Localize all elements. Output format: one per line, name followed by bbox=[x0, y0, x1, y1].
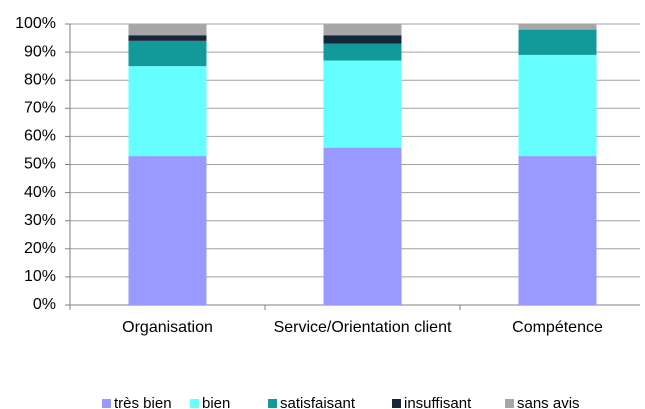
legend-label: bien bbox=[202, 395, 230, 409]
y-tick-label: 30% bbox=[24, 212, 56, 229]
bar-segment bbox=[128, 156, 207, 305]
y-tick-label: 0% bbox=[33, 296, 56, 313]
bar-segment bbox=[323, 35, 402, 44]
bar-segment bbox=[323, 24, 402, 36]
legend-swatch bbox=[190, 399, 199, 408]
legend-swatch bbox=[392, 399, 401, 408]
y-tick-label: 10% bbox=[24, 268, 56, 285]
y-tick-label: 80% bbox=[24, 71, 56, 88]
legend-label: satisfaisant bbox=[280, 395, 356, 409]
bar-segment bbox=[518, 24, 597, 30]
bar-segment bbox=[323, 43, 402, 61]
y-tick-label: 40% bbox=[24, 184, 56, 201]
legend-label: insuffisant bbox=[404, 395, 472, 409]
x-tick-label: Compétence bbox=[512, 319, 603, 336]
y-tick-label: 50% bbox=[24, 156, 56, 173]
legend-label: sans avis bbox=[517, 395, 580, 409]
bar-segment bbox=[518, 54, 597, 157]
y-tick-label: 20% bbox=[24, 240, 56, 257]
bar-segment bbox=[323, 147, 402, 305]
x-tick-label: Organisation bbox=[122, 319, 213, 336]
bar-segment bbox=[323, 60, 402, 148]
legend-swatch bbox=[102, 399, 111, 408]
legend-label: très bien bbox=[114, 395, 172, 409]
bar-segment bbox=[128, 35, 207, 41]
bar-segment bbox=[518, 29, 597, 55]
y-tick-label: 70% bbox=[24, 100, 56, 117]
x-tick-label: Service/Orientation client bbox=[273, 319, 452, 336]
y-tick-label: 60% bbox=[24, 128, 56, 145]
bar-segment bbox=[518, 156, 597, 305]
y-tick-label: 100% bbox=[15, 15, 56, 32]
bar-segment bbox=[128, 24, 207, 36]
legend-swatch bbox=[505, 399, 514, 408]
y-tick-label: 90% bbox=[24, 43, 56, 60]
bar-segment bbox=[128, 66, 207, 157]
bar-segment bbox=[128, 40, 207, 67]
legend-swatch bbox=[268, 399, 277, 408]
